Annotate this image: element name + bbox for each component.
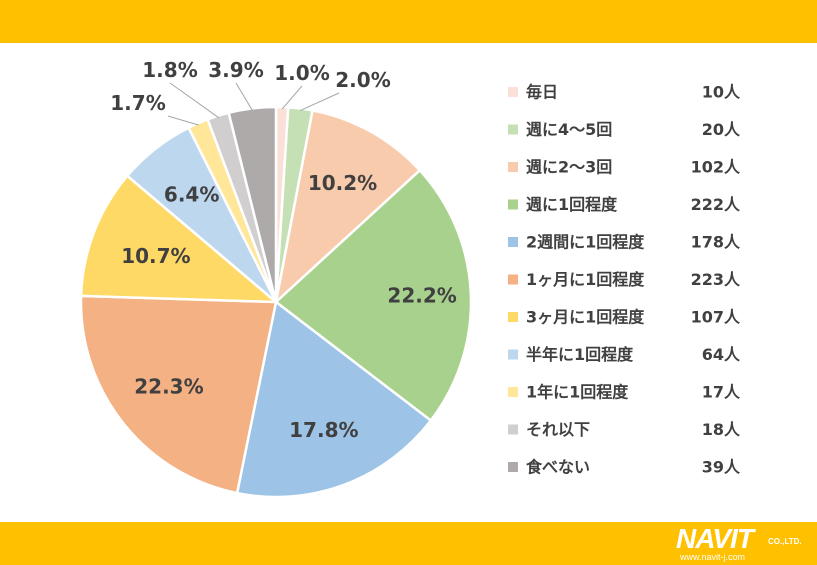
legend-count-10: 39人	[702, 458, 741, 477]
legend-swatch-8	[508, 387, 518, 397]
leader-line-1	[299, 92, 340, 111]
legend-count-4: 178人	[691, 233, 741, 252]
legend-swatch-9	[508, 424, 518, 435]
slice-label-1: 2.0%	[335, 68, 390, 92]
legend-count-9: 18人	[702, 420, 741, 439]
legend-count-1: 20人	[702, 120, 741, 139]
pie-slice-10	[227, 105, 278, 303]
legend-count-0: 10人	[702, 83, 741, 102]
legend-label-0: 毎日	[526, 83, 558, 102]
legend-count-6: 107人	[691, 308, 741, 327]
leader-line-8	[167, 115, 199, 126]
legend-count-8: 17人	[702, 383, 741, 402]
legend-swatch-4	[508, 237, 518, 247]
legend-count-2: 102人	[691, 158, 741, 177]
legend-label-1: 週に4〜5回	[526, 120, 612, 139]
slice-label-4: 17.8%	[289, 418, 358, 442]
legend-swatch-10	[508, 462, 518, 472]
legend-count-5: 223人	[691, 270, 741, 289]
legend-label-3: 週に1回程度	[526, 195, 618, 214]
slice-label-3: 22.2%	[387, 284, 456, 308]
legend-swatch-1	[508, 124, 518, 135]
legend-swatch-7	[508, 349, 518, 360]
legend-label-4: 2週間に1回程度	[526, 233, 645, 252]
pie-slice-4	[235, 299, 433, 499]
slice-label-8: 1.7%	[110, 91, 165, 115]
legend-label-5: 1ヶ月に1回程度	[526, 270, 645, 289]
logo-word: NAVIT	[676, 523, 754, 554]
logo-url: www.navit-j.com	[680, 552, 746, 562]
slice-label-7: 6.4%	[164, 183, 219, 207]
pie-slice-2	[274, 108, 422, 306]
leader-line-10	[235, 82, 253, 111]
legend-swatch-0	[508, 87, 518, 97]
legend-label-10: 食べない	[525, 458, 590, 477]
legend-swatch-2	[508, 162, 518, 172]
legend-label-8: 1年に1回程度	[526, 383, 629, 402]
legend-count-7: 64人	[702, 345, 741, 364]
leader-line-9	[169, 82, 219, 119]
slice-label-10: 3.9%	[208, 58, 263, 82]
legend-swatch-5	[508, 274, 518, 285]
legend-label-2: 週に2〜3回	[526, 158, 612, 177]
pie-slice-6	[79, 174, 280, 304]
legend-label-9: それ以下	[526, 420, 590, 439]
legend-count-3: 222人	[691, 195, 741, 214]
top-banner	[0, 0, 817, 43]
legend-label-7: 半年に1回程度	[526, 345, 634, 364]
navit-logo: NAVIT CO.,LTD. www.navit-j.com	[676, 523, 811, 563]
pie-slice-5	[79, 294, 278, 495]
pie-slice-3	[274, 168, 473, 423]
bottom-banner	[0, 522, 817, 565]
slice-label-2: 10.2%	[308, 171, 377, 195]
slice-label-5: 22.3%	[134, 375, 203, 399]
legend-label-6: 3ヶ月に1回程度	[526, 308, 645, 327]
slice-label-9: 1.8%	[142, 58, 197, 82]
pie-chart: 1.0% 2.0% 10.2% 22.2% 17.8% 22.3% 10.7% 6.4% 1.7…	[79, 58, 741, 499]
slice-label-6: 10.7%	[121, 244, 190, 268]
legend-swatch-6	[508, 312, 518, 322]
slice-label-0: 1.0%	[274, 61, 329, 85]
leader-line-0	[281, 85, 303, 110]
logo-company-suffix: CO.,LTD.	[768, 537, 802, 546]
legend-swatch-3	[508, 199, 518, 210]
